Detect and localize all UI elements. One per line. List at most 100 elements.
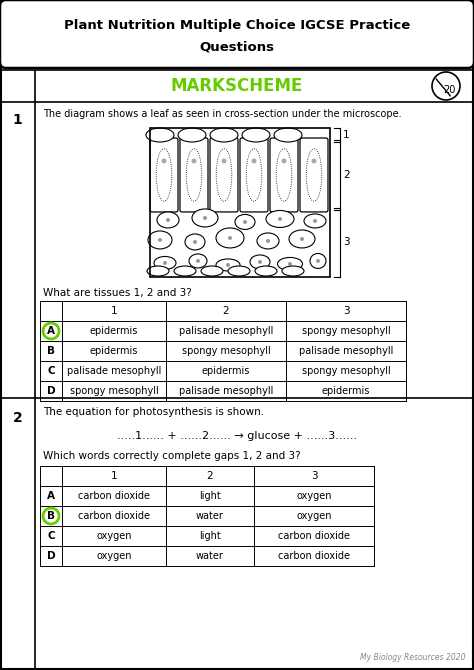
- Text: epidermis: epidermis: [90, 346, 138, 356]
- Circle shape: [221, 159, 227, 163]
- Text: 3: 3: [310, 471, 317, 481]
- Ellipse shape: [201, 266, 223, 276]
- Text: Questions: Questions: [200, 41, 274, 54]
- Text: 20: 20: [443, 85, 455, 95]
- Ellipse shape: [154, 257, 176, 269]
- Text: Plant Nutrition Multiple Choice IGCSE Practice: Plant Nutrition Multiple Choice IGCSE Pr…: [64, 19, 410, 31]
- Text: oxygen: oxygen: [96, 531, 132, 541]
- Circle shape: [252, 159, 256, 163]
- Text: carbon dioxide: carbon dioxide: [278, 531, 350, 541]
- FancyBboxPatch shape: [0, 0, 474, 68]
- FancyBboxPatch shape: [150, 138, 178, 212]
- Circle shape: [196, 259, 200, 263]
- Circle shape: [432, 72, 460, 100]
- Text: palisade mesophyll: palisade mesophyll: [299, 346, 393, 356]
- Circle shape: [243, 220, 247, 224]
- Circle shape: [226, 263, 230, 267]
- Text: 2: 2: [13, 411, 22, 425]
- FancyBboxPatch shape: [210, 138, 238, 212]
- Text: water: water: [196, 551, 224, 561]
- Circle shape: [311, 159, 317, 163]
- Circle shape: [258, 260, 262, 264]
- Text: 2: 2: [207, 471, 213, 481]
- Text: epidermis: epidermis: [202, 366, 250, 376]
- Text: B: B: [47, 346, 55, 356]
- Ellipse shape: [189, 254, 207, 268]
- Circle shape: [316, 259, 320, 263]
- Text: oxygen: oxygen: [296, 511, 332, 521]
- Text: spongy mesophyll: spongy mesophyll: [301, 326, 391, 336]
- Ellipse shape: [228, 266, 250, 276]
- Ellipse shape: [266, 210, 294, 227]
- Text: .....1...... + ......2...... → glucose + ......3......: .....1...... + ......2...... → glucose +…: [117, 431, 357, 441]
- Text: light: light: [199, 491, 221, 501]
- Text: A: A: [47, 326, 55, 336]
- Text: carbon dioxide: carbon dioxide: [78, 491, 150, 501]
- Text: D: D: [46, 386, 55, 396]
- Ellipse shape: [277, 257, 302, 271]
- Ellipse shape: [255, 266, 277, 276]
- Text: What are tissues 1, 2 and 3?: What are tissues 1, 2 and 3?: [43, 288, 192, 298]
- Ellipse shape: [250, 255, 270, 269]
- Ellipse shape: [274, 128, 302, 142]
- Text: My Biology Resources 2020: My Biology Resources 2020: [361, 653, 466, 662]
- Ellipse shape: [304, 214, 326, 228]
- Ellipse shape: [216, 259, 240, 271]
- Text: epidermis: epidermis: [90, 326, 138, 336]
- Circle shape: [266, 239, 270, 243]
- Circle shape: [193, 240, 197, 244]
- Ellipse shape: [282, 266, 304, 276]
- Text: spongy mesophyll: spongy mesophyll: [182, 346, 270, 356]
- Circle shape: [43, 508, 59, 524]
- Text: A: A: [47, 491, 55, 501]
- Text: 1: 1: [343, 130, 350, 140]
- Text: 1: 1: [111, 471, 117, 481]
- Text: palisade mesophyll: palisade mesophyll: [67, 366, 161, 376]
- Circle shape: [158, 238, 162, 242]
- FancyBboxPatch shape: [270, 138, 298, 212]
- Ellipse shape: [210, 128, 238, 142]
- Text: oxygen: oxygen: [96, 551, 132, 561]
- Text: palisade mesophyll: palisade mesophyll: [179, 386, 273, 396]
- Text: D: D: [46, 551, 55, 561]
- Ellipse shape: [157, 212, 179, 228]
- Ellipse shape: [147, 266, 169, 276]
- Text: palisade mesophyll: palisade mesophyll: [179, 326, 273, 336]
- Text: 2: 2: [223, 306, 229, 316]
- Text: The diagram shows a leaf as seen in cross-section under the microscope.: The diagram shows a leaf as seen in cros…: [43, 109, 401, 119]
- Text: Which words correctly complete gaps 1, 2 and 3?: Which words correctly complete gaps 1, 2…: [43, 451, 301, 461]
- Text: spongy mesophyll: spongy mesophyll: [70, 386, 158, 396]
- Circle shape: [191, 159, 197, 163]
- Bar: [150, 128, 330, 277]
- Ellipse shape: [174, 266, 196, 276]
- Circle shape: [203, 216, 207, 220]
- Ellipse shape: [146, 128, 174, 142]
- Circle shape: [313, 219, 317, 223]
- Text: spongy mesophyll: spongy mesophyll: [301, 366, 391, 376]
- Text: 1: 1: [111, 306, 117, 316]
- FancyBboxPatch shape: [180, 138, 208, 212]
- Text: C: C: [47, 366, 55, 376]
- Bar: [150, 128, 330, 277]
- Ellipse shape: [178, 128, 206, 142]
- Circle shape: [300, 237, 304, 241]
- Ellipse shape: [289, 230, 315, 248]
- Text: 3: 3: [343, 237, 350, 247]
- Ellipse shape: [235, 214, 255, 229]
- FancyBboxPatch shape: [300, 138, 328, 212]
- Circle shape: [163, 261, 167, 265]
- Text: light: light: [199, 531, 221, 541]
- Ellipse shape: [257, 233, 279, 249]
- Text: 3: 3: [343, 306, 349, 316]
- Circle shape: [278, 217, 282, 221]
- Text: C: C: [47, 531, 55, 541]
- Circle shape: [43, 323, 59, 339]
- Circle shape: [228, 236, 232, 240]
- Text: epidermis: epidermis: [322, 386, 370, 396]
- Ellipse shape: [148, 231, 172, 249]
- Circle shape: [162, 159, 166, 163]
- Text: oxygen: oxygen: [296, 491, 332, 501]
- Ellipse shape: [310, 253, 326, 269]
- FancyBboxPatch shape: [240, 138, 268, 212]
- Text: The equation for photosynthesis is shown.: The equation for photosynthesis is shown…: [43, 407, 264, 417]
